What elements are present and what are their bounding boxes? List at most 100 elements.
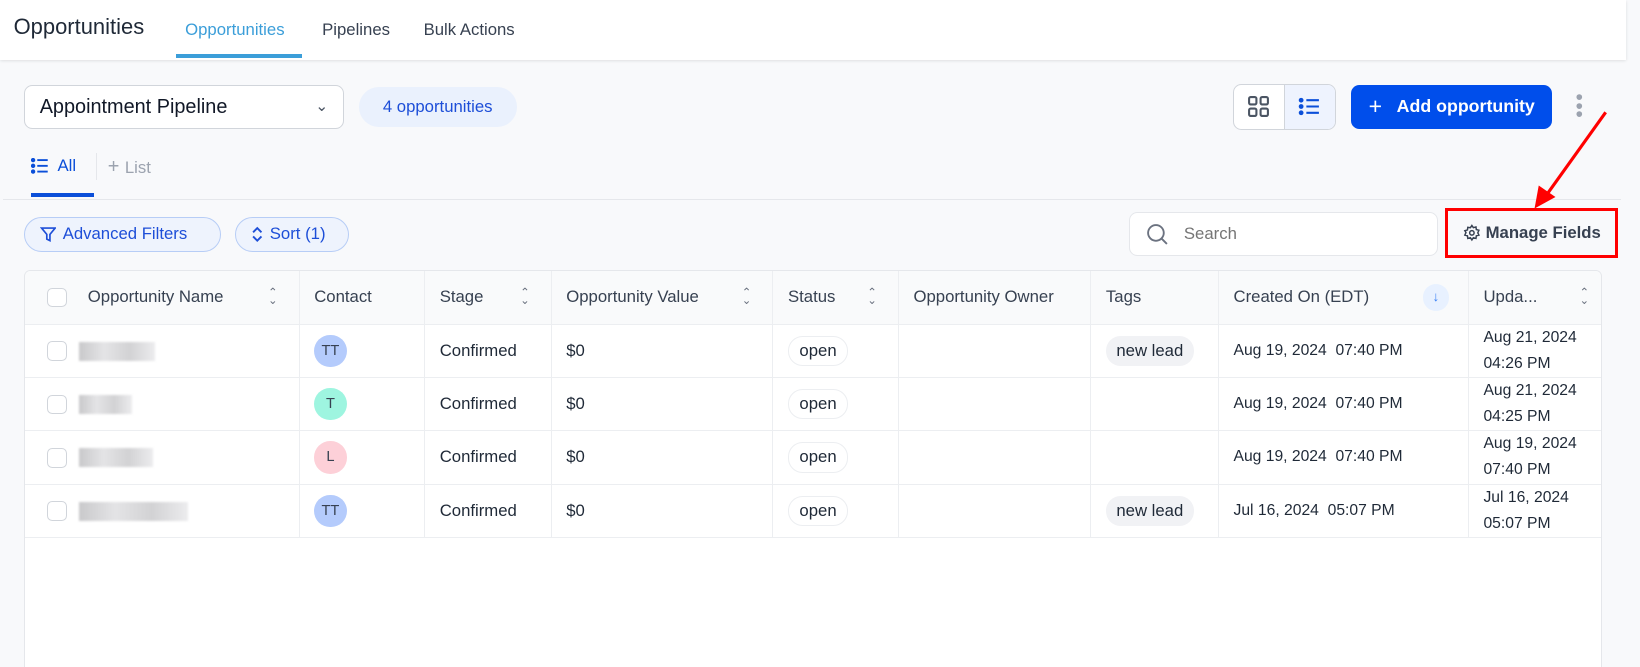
- column-opportunity-value[interactable]: Opportunity Value ⌃ ⌄: [551, 270, 774, 325]
- opportunity-name-cell[interactable]: [25, 484, 300, 538]
- stage-cell: Confirmed: [424, 324, 552, 378]
- table-header-row: Opportunity Name ⌃ ⌄ Contact Stage ⌃ ⌄ Oppor…: [25, 270, 1602, 325]
- tab-pipelines[interactable]: Pipelines: [322, 19, 390, 39]
- view-tab-all[interactable]: All: [31, 156, 76, 176]
- chevron-down-icon: ⌄: [315, 98, 329, 116]
- owner-cell: [898, 430, 1092, 485]
- tags-cell: [1090, 430, 1219, 485]
- avatar[interactable]: TT: [314, 334, 347, 368]
- plus-icon: +: [107, 155, 125, 178]
- updated-cell: Aug 21, 2024 04:26 PM: [1468, 324, 1602, 378]
- search-icon: [1147, 223, 1168, 245]
- tag-badge: new lead: [1105, 495, 1194, 527]
- divider: [3, 198, 1622, 200]
- opportunity-count-badge: 4 opportunities: [358, 86, 517, 127]
- status-badge: open: [787, 388, 849, 420]
- owner-cell: [898, 484, 1092, 538]
- column-stage[interactable]: Stage ⌃ ⌄: [424, 270, 552, 325]
- add-opportunity-label: Add opportunity: [1396, 96, 1535, 117]
- avatar[interactable]: L: [314, 441, 347, 474]
- column-contact[interactable]: Contact: [299, 270, 426, 325]
- row-checkbox[interactable]: [47, 501, 67, 522]
- grid-view-button[interactable]: [1234, 85, 1284, 129]
- select-all-checkbox[interactable]: [47, 287, 67, 308]
- active-tab-indicator: [175, 54, 303, 58]
- column-created-on[interactable]: Created On (EDT) ↓: [1218, 270, 1469, 325]
- redacted-name: [79, 448, 153, 468]
- value-cell: $0: [551, 377, 774, 432]
- owner-cell: [898, 377, 1092, 432]
- column-updated[interactable]: Upda... ⌃ ⌄: [1468, 270, 1602, 325]
- tab-opportunities[interactable]: Opportunities: [185, 19, 285, 39]
- redacted-name: [79, 341, 155, 361]
- avatar[interactable]: T: [314, 387, 347, 421]
- row-checkbox[interactable]: [47, 394, 67, 415]
- sort-icon[interactable]: ⌃ ⌄: [741, 286, 752, 307]
- advanced-filters-button[interactable]: Advanced Filters: [24, 216, 221, 253]
- add-list-label: List: [124, 157, 151, 177]
- stage-cell: Confirmed: [424, 484, 552, 538]
- sort-icon[interactable]: ⌃ ⌄: [867, 286, 877, 307]
- list-view-button[interactable]: [1283, 84, 1335, 129]
- sort-descending-icon[interactable]: ↓: [1422, 284, 1450, 311]
- value-cell: $0: [551, 430, 774, 485]
- gear-icon: [1463, 224, 1480, 242]
- list-icon: [1298, 97, 1320, 116]
- column-tags[interactable]: Tags: [1090, 270, 1219, 325]
- top-header: [0, 0, 1627, 60]
- created-on-cell: Aug 19, 2024 07:40 PM: [1218, 377, 1469, 432]
- annotation-arrow: [1534, 110, 1607, 209]
- updated-cell: Aug 19, 2024 07:40 PM: [1468, 430, 1602, 485]
- search-input[interactable]: [1183, 224, 1394, 245]
- value-cell: $0: [551, 484, 774, 538]
- avatar[interactable]: TT: [314, 494, 347, 528]
- value-cell: $0: [551, 324, 774, 378]
- sort-label: Sort (1): [269, 224, 326, 244]
- contact-cell: T: [299, 377, 426, 432]
- add-opportunity-button[interactable]: + Add opportunity: [1351, 84, 1553, 129]
- more-options-icon[interactable]: • • •: [1575, 86, 1583, 126]
- pipeline-select[interactable]: Appointment Pipeline ⌄: [24, 84, 345, 129]
- divider: [96, 152, 98, 180]
- grid-icon: [1248, 96, 1270, 118]
- page-title: Opportunities: [13, 13, 145, 39]
- opportunity-name-cell[interactable]: [25, 430, 300, 485]
- view-toggle: [1233, 83, 1336, 130]
- contact-cell: TT: [299, 484, 426, 538]
- list-icon: [31, 157, 49, 174]
- table-row[interactable]: TT Confirmed $0 open new lead Jul 16, 2024 05…: [25, 484, 1602, 538]
- status-badge: open: [787, 335, 849, 366]
- column-status[interactable]: Status ⌃ ⌄: [772, 270, 899, 325]
- column-opportunity-owner[interactable]: Opportunity Owner: [898, 270, 1092, 325]
- column-opportunity-name[interactable]: Opportunity Name ⌃ ⌄: [25, 270, 300, 325]
- search-box: [1128, 212, 1439, 257]
- table-row[interactable]: T Confirmed $0 open Aug 19, 2024 07:40 PM Aug…: [25, 377, 1602, 432]
- contact-cell: TT: [299, 324, 426, 378]
- created-on-cell: Jul 16, 2024 05:07 PM: [1218, 484, 1469, 538]
- sort-icon[interactable]: ⌃ ⌄: [520, 286, 530, 307]
- redacted-name: [79, 395, 132, 414]
- opportunity-name-cell[interactable]: [25, 377, 300, 432]
- status-badge: open: [787, 442, 849, 473]
- row-checkbox[interactable]: [47, 447, 67, 468]
- row-checkbox[interactable]: [47, 341, 67, 362]
- sort-button[interactable]: Sort (1): [235, 216, 350, 253]
- owner-cell: [898, 324, 1092, 378]
- sort-icon[interactable]: ⌃ ⌄: [268, 286, 278, 307]
- add-list-button[interactable]: + List: [108, 156, 151, 179]
- redacted-name: [79, 501, 189, 521]
- status-badge: open: [787, 495, 849, 526]
- tags-cell: new lead: [1090, 324, 1219, 378]
- tags-cell: [1090, 377, 1219, 432]
- status-cell: open: [772, 377, 899, 432]
- manage-fields-button[interactable]: Manage Fields: [1445, 208, 1618, 259]
- table-row[interactable]: L Confirmed $0 open Aug 19, 2024 07:40 PM Aug…: [25, 430, 1602, 485]
- table-row[interactable]: TT Confirmed $0 open new lead Aug 19, 2024 07…: [25, 324, 1602, 378]
- opportunity-name-cell[interactable]: [25, 324, 300, 378]
- sort-icon[interactable]: ⌃ ⌄: [1579, 286, 1590, 307]
- stage-cell: Confirmed: [424, 430, 552, 485]
- contact-cell: L: [299, 430, 426, 485]
- tab-bulk-actions[interactable]: Bulk Actions: [423, 19, 515, 39]
- created-on-cell: Aug 19, 2024 07:40 PM: [1218, 324, 1469, 378]
- opportunities-table: Opportunity Name ⌃ ⌄ Contact Stage ⌃ ⌄ Oppor…: [24, 269, 1603, 667]
